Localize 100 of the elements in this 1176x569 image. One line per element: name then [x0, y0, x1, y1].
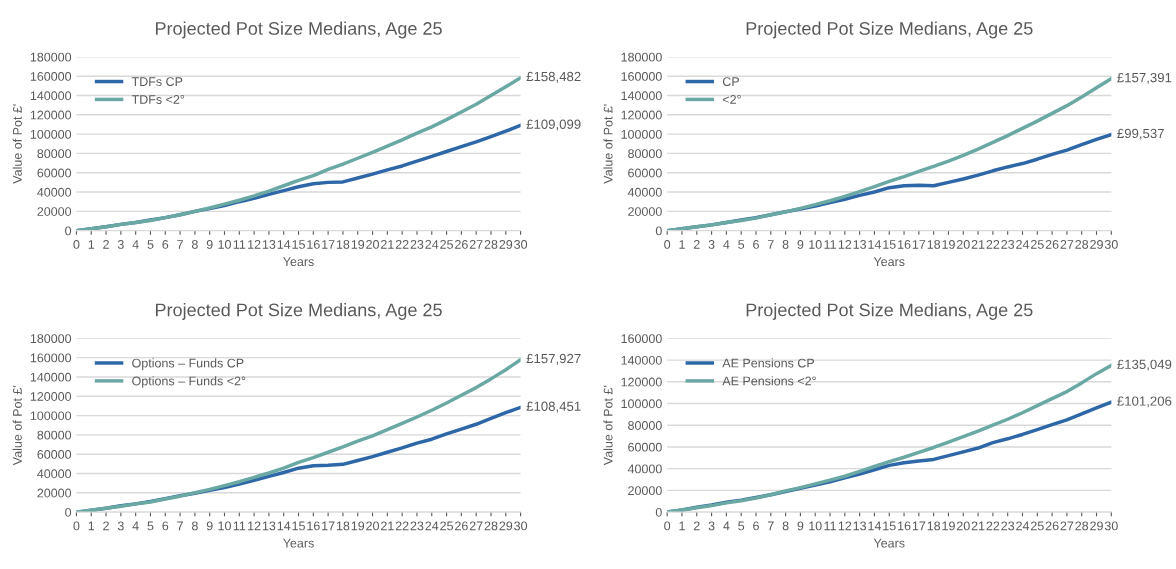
x-tick-label: 25	[440, 240, 453, 249]
y-tick-label: 100000	[621, 129, 662, 139]
x-tick-label: 13	[262, 521, 276, 531]
x-axis-title: Years	[873, 257, 905, 267]
x-tick-label: 3	[708, 240, 715, 249]
y-tick-label: 20000	[37, 207, 72, 216]
y-tick-label: 120000	[621, 377, 662, 387]
legend-label: CP	[722, 77, 739, 87]
line-series	[76, 75, 521, 231]
x-tick-label: 16	[898, 240, 911, 249]
x-tick-label: 6	[753, 240, 759, 249]
x-tick-label: 7	[767, 240, 774, 249]
x-tick-label: 6	[162, 521, 169, 531]
x-tick-label: 21	[971, 521, 985, 531]
y-tick-label: 40000	[627, 187, 662, 197]
x-tick-label: 27	[1060, 521, 1074, 531]
x-tick-label: 16	[307, 240, 320, 249]
x-tick-label: 30	[1104, 521, 1118, 531]
x-tick-label: 16	[307, 521, 320, 531]
x-tick-label: 8	[191, 240, 198, 249]
x-tick-label: 8	[782, 521, 789, 531]
y-tick-label: 100000	[621, 399, 662, 409]
y-tick-label: 180000	[621, 52, 662, 62]
x-tick-label: 10	[218, 521, 231, 531]
legend-label: AE Pensions <2°	[722, 376, 816, 386]
chart-title: Projected Pot Size Medians, Age 25	[746, 303, 1033, 320]
y-tick-label: 140000	[621, 355, 662, 365]
y-tick-label: 0	[65, 507, 72, 517]
x-tick-label: 0	[73, 521, 80, 531]
x-axis-title: Years	[283, 257, 314, 267]
x-tick-label: 19	[942, 240, 955, 249]
x-tick-label: 12	[248, 521, 261, 531]
annotation: £157,927	[526, 353, 581, 365]
x-tick-label: 29	[1090, 240, 1103, 249]
x-tick-label: 25	[1030, 521, 1044, 531]
x-tick-label: 10	[218, 240, 231, 249]
x-tick-label: 19	[351, 240, 365, 249]
x-tick-label: 23	[410, 521, 424, 531]
y-tick-label: 60000	[37, 168, 72, 178]
x-tick-label: 11	[233, 240, 246, 249]
legend-label: TDFs <2°	[131, 95, 185, 104]
x-tick-label: 25	[440, 521, 453, 531]
x-tick-label: 6	[162, 240, 169, 249]
x-tick-label: 23	[1001, 521, 1015, 531]
x-tick-label: 24	[425, 240, 439, 249]
x-tick-label: 18	[336, 240, 350, 249]
x-tick-label: 23	[1001, 240, 1015, 249]
y-axis-title: Value of Pot £'	[12, 104, 22, 184]
y-tick-label: 0	[655, 507, 662, 517]
y-tick-label: 60000	[628, 168, 662, 178]
x-tick-label: 15	[292, 240, 305, 249]
x-tick-label: 21	[381, 240, 394, 249]
x-tick-label: 14	[277, 521, 291, 531]
y-tick-label: 180000	[30, 52, 72, 62]
y-tick-label: 0	[655, 226, 662, 236]
x-tick-label: 1	[88, 521, 95, 531]
x-tick-label: 30	[514, 521, 528, 531]
legend-label: Options – Funds <2°	[132, 376, 246, 388]
x-tick-label: 17	[322, 521, 335, 531]
chart-title: Projected Pot Size Medians, Age 25	[155, 303, 442, 320]
y-tick-label: 180000	[30, 334, 72, 344]
x-tick-label: 25	[1030, 240, 1044, 249]
x-tick-label: 24	[425, 521, 439, 531]
y-tick-label: 60000	[37, 449, 72, 459]
annotation: £157,391	[1117, 72, 1172, 84]
x-tick-label: 7	[177, 240, 183, 249]
x-tick-label: 5	[738, 240, 745, 249]
x-tick-label: 4	[132, 521, 139, 531]
y-tick-label: 160000	[621, 334, 662, 344]
y-tick-label: 80000	[628, 149, 662, 159]
legend-label: AE Pensions CP	[722, 358, 815, 368]
x-tick-label: 17	[322, 240, 335, 249]
x-tick-label: 7	[177, 521, 183, 531]
y-tick-label: 140000	[30, 91, 72, 101]
y-tick-label: 160000	[30, 353, 72, 363]
y-axis-title: Value of Pot £'	[603, 385, 613, 466]
x-tick-label: 20	[366, 521, 380, 531]
x-tick-label: 12	[248, 240, 261, 249]
x-tick-label: 12	[838, 240, 852, 249]
y-tick-label: 0	[65, 226, 72, 236]
line-series	[667, 76, 1112, 231]
y-tick-label: 80000	[37, 149, 72, 159]
x-tick-label: 17	[912, 240, 926, 249]
x-tick-label: 9	[797, 240, 804, 249]
x-tick-label: 5	[738, 521, 745, 531]
x-tick-label: 22	[395, 521, 409, 531]
x-tick-label: 9	[797, 521, 804, 531]
x-tick-label: 27	[469, 240, 483, 249]
y-tick-label: 100000	[30, 411, 72, 421]
x-tick-label: 22	[395, 240, 409, 249]
x-tick-label: 26	[1045, 521, 1059, 531]
x-tick-label: 28	[484, 240, 498, 249]
x-tick-label: 15	[883, 240, 896, 249]
x-tick-label: 29	[499, 521, 513, 531]
y-tick-label: 20000	[37, 488, 72, 498]
y-tick-label: 100000	[30, 129, 72, 139]
legend-label: Options – Funds CP	[132, 358, 244, 370]
x-tick-label: 12	[838, 521, 852, 531]
y-tick-label: 40000	[627, 464, 662, 474]
x-tick-label: 0	[664, 521, 671, 531]
